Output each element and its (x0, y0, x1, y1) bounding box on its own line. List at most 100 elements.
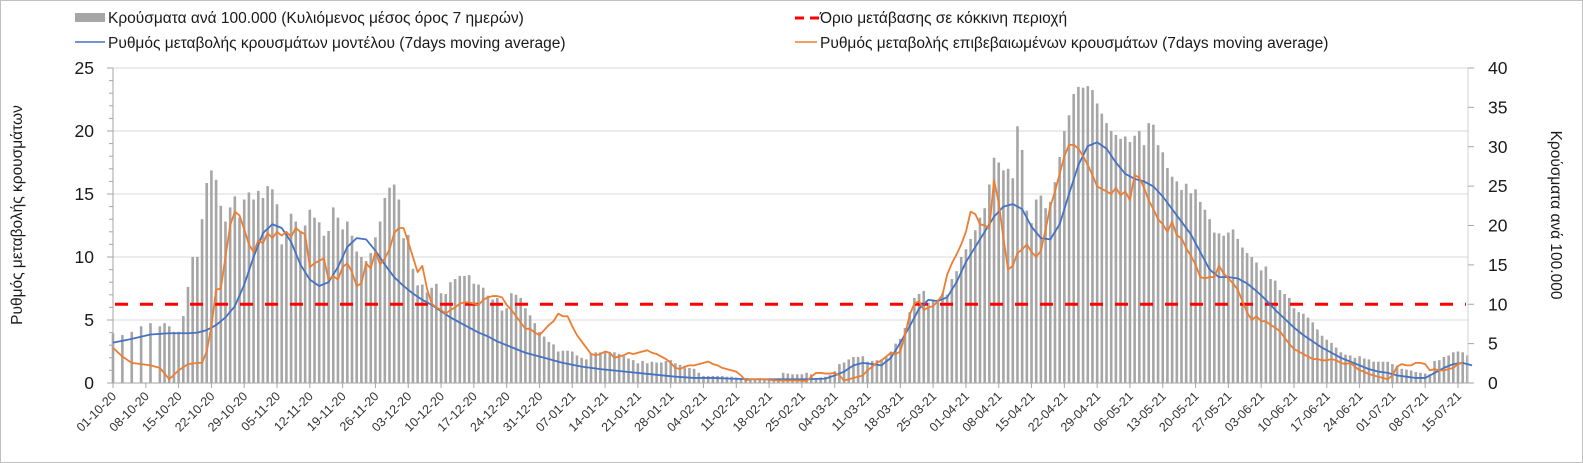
bar (711, 375, 715, 383)
bar (1114, 134, 1118, 383)
bar (1156, 145, 1160, 383)
bar (1161, 152, 1165, 383)
bar (936, 299, 940, 383)
bar (641, 360, 644, 383)
bar (955, 271, 958, 383)
bar (364, 260, 368, 383)
bar (130, 331, 134, 383)
bar (186, 286, 190, 383)
bar (383, 197, 387, 383)
bar (1311, 322, 1315, 383)
bar (1437, 360, 1441, 383)
bar (1048, 201, 1052, 384)
bar (1428, 374, 1432, 383)
bar (275, 204, 279, 383)
bar (271, 189, 274, 383)
bar (285, 233, 288, 384)
bar (172, 331, 176, 383)
bar (824, 376, 827, 383)
bar (997, 162, 1001, 383)
bar (1081, 87, 1085, 383)
bar (1330, 342, 1333, 383)
bar (1456, 351, 1460, 383)
bar (866, 361, 869, 383)
bar (477, 284, 480, 383)
bar (519, 297, 523, 383)
bar (1053, 182, 1057, 383)
bar (734, 377, 738, 383)
bar (1222, 235, 1225, 383)
bar (1044, 208, 1047, 383)
bar (992, 157, 996, 383)
bar (182, 316, 185, 383)
bar (1020, 149, 1024, 383)
y-tick-right-label: 15 (1488, 255, 1507, 275)
y-tick-right-label: 25 (1488, 176, 1507, 196)
bar (1123, 136, 1127, 383)
bar (1119, 138, 1122, 384)
bar (678, 364, 682, 383)
bar (313, 217, 316, 384)
bar (458, 275, 462, 383)
bar (781, 372, 785, 383)
bar (922, 290, 926, 383)
bar (402, 238, 405, 383)
bar (927, 302, 930, 383)
bar (1372, 361, 1375, 383)
bar (1217, 233, 1221, 384)
bar (247, 192, 251, 383)
bar (1025, 210, 1029, 383)
bar (463, 275, 466, 383)
y-tick-left-label: 5 (84, 310, 94, 330)
bar (411, 268, 415, 383)
bar (1138, 131, 1141, 383)
bar (453, 279, 457, 383)
bar (1175, 181, 1179, 383)
line-confirmed (112, 143, 1463, 383)
bar (1306, 317, 1310, 383)
bar (1184, 183, 1188, 383)
bar (1189, 193, 1193, 383)
bar (331, 207, 335, 383)
bar (1325, 339, 1329, 383)
bar (289, 213, 293, 383)
bar (1128, 142, 1132, 383)
bar (392, 184, 396, 383)
legend-label-cases: Κρούσματα ανά 100.000 (Κυλιόμενος μέσος … (108, 10, 524, 27)
y-axis-right-ticks: 0 5 10 15 20 25 30 35 40 (1488, 58, 1508, 393)
bar (224, 221, 227, 383)
bar (688, 368, 691, 383)
bar-series-cases (111, 86, 1469, 384)
bar (350, 235, 354, 383)
bar (252, 199, 255, 383)
bar (1231, 229, 1235, 383)
y-tick-left-label: 10 (75, 247, 95, 267)
bar (233, 196, 237, 383)
y-axis-right-title: Κρούσματα ανά 100.000 (1547, 131, 1564, 300)
bar (219, 205, 223, 383)
bar (1264, 266, 1268, 383)
bar (514, 294, 518, 383)
bar (421, 284, 424, 383)
bar (121, 334, 124, 383)
bar (1166, 168, 1169, 383)
y-axis-left-ticks: 0 5 10 15 20 25 (75, 58, 95, 393)
bar (449, 282, 452, 383)
bar (1180, 190, 1183, 383)
bar (439, 293, 443, 383)
bar (917, 294, 921, 383)
bar (913, 297, 916, 383)
bar (833, 371, 837, 383)
y-tick-right-label: 10 (1488, 294, 1508, 314)
legend-label-model: Ρυθμός μεταβολής κρουσμάτων μοντέλου (7d… (108, 35, 566, 52)
bar (1058, 156, 1061, 383)
bar (322, 235, 326, 383)
bar (763, 379, 766, 383)
bar (406, 234, 410, 383)
bar (1077, 86, 1080, 384)
bar (720, 375, 724, 383)
bar (308, 209, 312, 383)
bar (1095, 103, 1099, 383)
bar (1152, 124, 1155, 383)
